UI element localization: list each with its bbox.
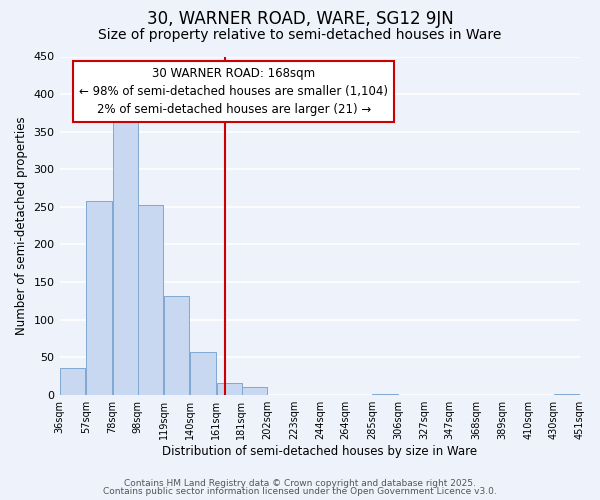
Text: 30, WARNER ROAD, WARE, SG12 9JN: 30, WARNER ROAD, WARE, SG12 9JN [146, 10, 454, 28]
Bar [86, 201, 112, 394]
Text: Size of property relative to semi-detached houses in Ware: Size of property relative to semi-detach… [98, 28, 502, 42]
Bar [164, 296, 190, 394]
Bar [190, 352, 216, 395]
Y-axis label: Number of semi-detached properties: Number of semi-detached properties [15, 116, 28, 335]
Text: Contains HM Land Registry data © Crown copyright and database right 2025.: Contains HM Land Registry data © Crown c… [124, 478, 476, 488]
Text: 30 WARNER ROAD: 168sqm
← 98% of semi-detached houses are smaller (1,104)
2% of s: 30 WARNER ROAD: 168sqm ← 98% of semi-det… [79, 66, 388, 116]
Bar [217, 384, 242, 394]
Bar [113, 113, 138, 394]
Bar [242, 387, 267, 394]
Bar [138, 206, 163, 394]
Bar [60, 368, 85, 394]
Text: Contains public sector information licensed under the Open Government Licence v3: Contains public sector information licen… [103, 487, 497, 496]
X-axis label: Distribution of semi-detached houses by size in Ware: Distribution of semi-detached houses by … [162, 444, 478, 458]
